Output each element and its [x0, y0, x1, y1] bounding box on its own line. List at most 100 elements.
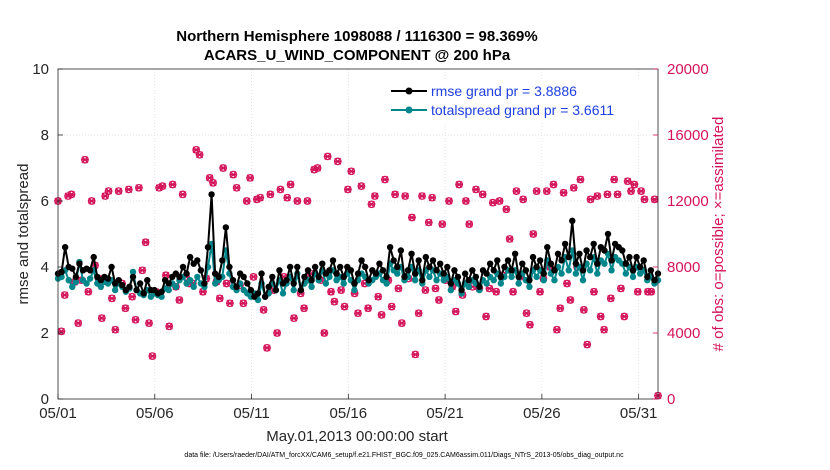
rmse-point: [533, 263, 540, 271]
obs-possible-point: [104, 187, 113, 195]
rmse-point: [472, 273, 480, 281]
rmse-point: [247, 286, 255, 294]
totalspread-point: [351, 286, 358, 294]
obs-possible-point: [593, 192, 602, 200]
rmse-point: [586, 253, 594, 261]
rmse-point: [379, 267, 387, 274]
obs-possible-point: [87, 197, 96, 205]
obs-possible-point: [451, 307, 460, 316]
legend-rmse-label: rmse grand pr = 3.8886: [431, 83, 577, 99]
totalspread-point: [447, 286, 455, 294]
totalspread-point: [86, 275, 94, 282]
obs-possible-point: [246, 174, 254, 182]
rmse-point: [519, 260, 526, 267]
rmse-point: [272, 286, 280, 294]
obs-possible-point: [374, 292, 383, 301]
obs-possible-point: [394, 284, 403, 293]
rmse-point: [351, 280, 358, 287]
x-tick-label: 05/21: [426, 405, 464, 422]
rmse-point: [58, 268, 65, 276]
rmse-point: [444, 263, 451, 271]
totalspread-point: [622, 270, 630, 277]
right-tick-label: 16000: [667, 127, 709, 144]
obs-possible-point: [293, 197, 302, 205]
obs-possible-point: [583, 340, 592, 349]
totalspread-point: [465, 283, 472, 290]
obs-possible-point: [438, 220, 447, 228]
totalspread-point: [190, 283, 197, 290]
rmse-point: [401, 273, 408, 281]
obs-possible-point: [222, 279, 231, 288]
rmse-point: [144, 277, 151, 284]
obs-possible-point: [590, 287, 598, 296]
totalspread-point: [308, 283, 315, 290]
left-tick-label: 8: [41, 127, 49, 144]
rmse-point: [104, 275, 112, 282]
obs-possible-point: [596, 312, 605, 321]
obs-possible-point: [229, 170, 238, 179]
rmse-point: [522, 267, 530, 274]
legend-rmse-marker: [405, 87, 413, 95]
rmse-point: [226, 263, 233, 271]
obs-possible-point: [242, 197, 251, 205]
obs-possible-point: [81, 155, 89, 164]
totalspread-point: [165, 286, 172, 294]
legend: rmse grand pr = 3.8886 totalspread grand…: [386, 79, 652, 121]
rmse-point: [86, 267, 94, 274]
totalspread-point: [490, 277, 497, 284]
right-axis-label: # of obs: o=possible; ×=assimilated: [710, 117, 727, 352]
rmse-point: [419, 277, 426, 284]
obs-possible-point: [323, 152, 332, 161]
rmse-point: [183, 270, 190, 277]
rmse-point: [283, 277, 290, 284]
obs-possible-point: [519, 195, 528, 204]
rmse-point: [529, 253, 537, 261]
obs-possible-point: [600, 325, 608, 334]
rmse-point: [329, 257, 337, 264]
rmse-point: [386, 244, 394, 251]
obs-possible-point: [357, 182, 366, 190]
obs-possible-point: [462, 197, 470, 205]
rmse-point: [604, 230, 612, 238]
obs-possible-point: [381, 175, 389, 184]
rmse-point: [565, 253, 572, 261]
rmse-point: [583, 247, 590, 254]
obs-possible-point: [633, 287, 642, 296]
rmse-point: [222, 224, 230, 231]
obs-possible-point: [542, 187, 551, 195]
obs-possible-point: [145, 319, 153, 327]
obs-possible-point: [627, 187, 635, 195]
left-tick-label: 6: [41, 193, 49, 210]
obs-possible-point: [256, 193, 265, 202]
rmse-point: [265, 283, 272, 290]
rmse-point: [469, 267, 476, 274]
obs-possible-point: [610, 175, 619, 184]
rmse-point: [497, 273, 505, 281]
rmse-point: [651, 277, 658, 284]
totalspread-point: [508, 273, 515, 281]
obs-possible-point: [67, 190, 76, 199]
rmse-point: [422, 253, 430, 261]
rmse-point: [186, 253, 194, 261]
obs-possible-point: [408, 213, 416, 222]
rmse-point: [561, 240, 569, 248]
rmse-point: [590, 240, 597, 248]
obs-possible-point: [141, 238, 150, 247]
x-tick-label: 05/26: [523, 405, 561, 422]
obs-possible-point: [148, 352, 157, 360]
obs-possible-point: [377, 310, 386, 319]
rmse-point: [629, 267, 637, 274]
obs-possible-point: [613, 190, 622, 199]
rmse-point: [572, 260, 580, 267]
rmse-point: [340, 273, 347, 281]
totalspread-point: [426, 273, 433, 281]
obs-possible-point: [576, 175, 585, 184]
rmse-point: [69, 265, 76, 272]
obs-possible-point: [333, 157, 342, 166]
obs-possible-point: [330, 297, 339, 306]
obs-possible-point: [532, 187, 541, 195]
totalspread-point: [551, 277, 558, 284]
obs-possible-point: [640, 195, 649, 204]
obs-possible-point: [522, 309, 531, 318]
rmse-point: [358, 257, 365, 264]
